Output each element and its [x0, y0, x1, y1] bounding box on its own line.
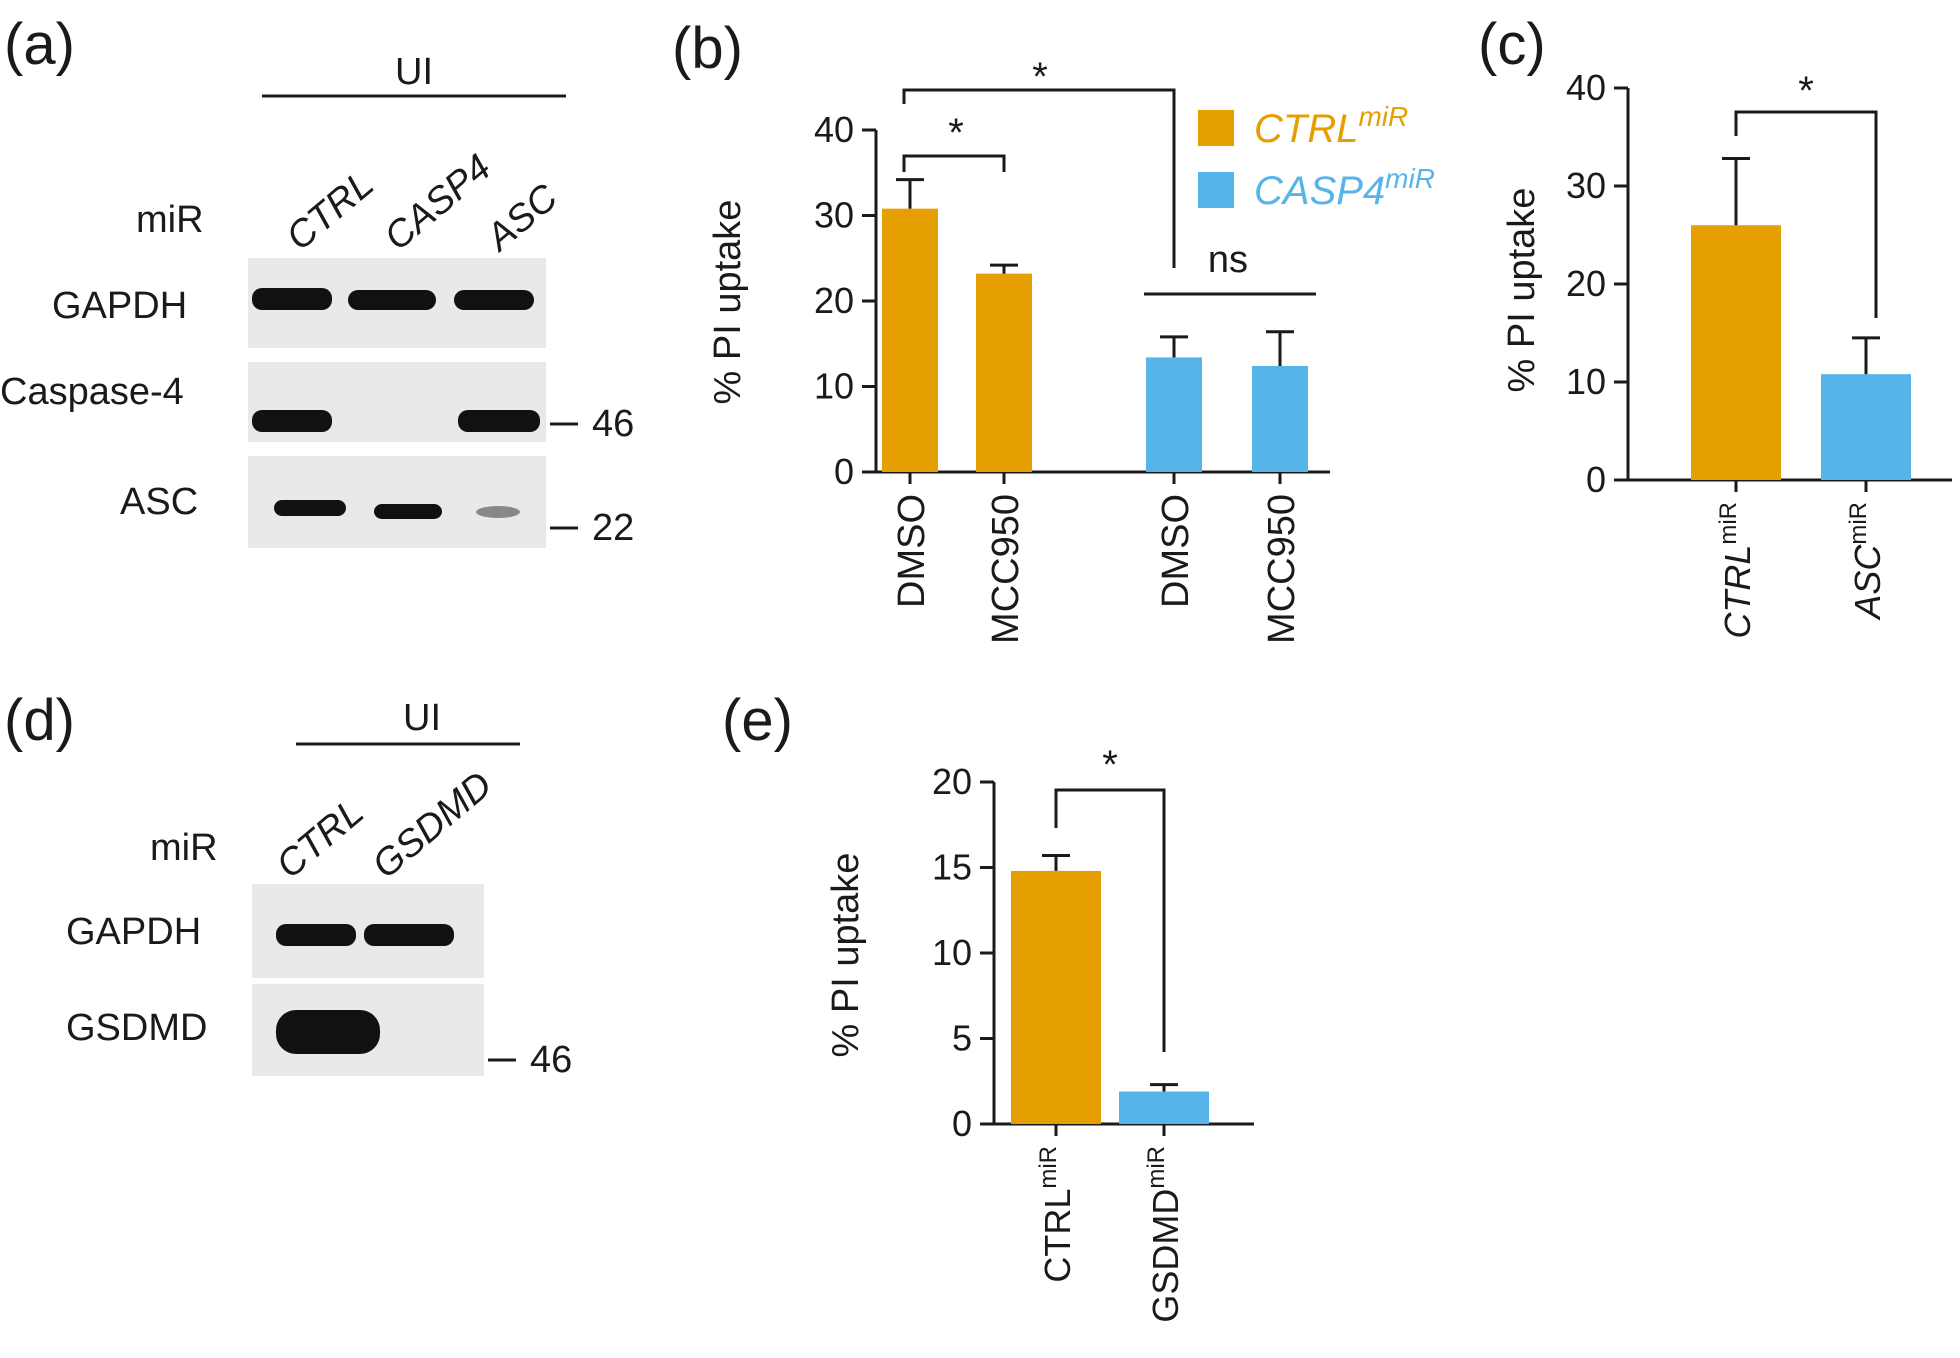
chart-e-ytick-label-3: 15 [932, 847, 972, 888]
chart-b-xlabel-3: MCC950 [1261, 494, 1303, 644]
chart-e: % PI uptake 0 5 10 15 20 CTRLmiR GSDMDmiR * [825, 743, 1254, 1323]
blot-d-marker-46: 46 [530, 1039, 572, 1081]
blot-d-mir-label: miR [150, 827, 218, 869]
chart-e-ytick-label-4: 20 [932, 761, 972, 802]
blot-a-band-casp4-asc [458, 410, 540, 432]
chart-b-xlabel-1: MCC950 [985, 494, 1027, 644]
blot-d-row-gsdmd: GSDMD [66, 1007, 207, 1049]
chart-c-ytick-label-0: 0 [1586, 459, 1606, 500]
chart-e-xlabel-1: GSDMDmiR [1143, 1146, 1186, 1323]
blot-a-marker-46: 46 [592, 403, 634, 445]
chart-b-legend: CTRLmiR CASP4miR [1198, 101, 1435, 213]
chart-c-ytick-label-3: 30 [1566, 165, 1606, 206]
blot-a-lane-asc: ASC [477, 176, 566, 260]
blot-a-marker-22: 22 [592, 507, 634, 549]
chart-c-bracket [1734, 110, 1878, 318]
blot-d-band-gapdh-gsdmd [364, 924, 454, 946]
blot-a-band-casp4-ctrl [252, 410, 332, 432]
panel-label-e: (e) [722, 688, 793, 753]
chart-b-sig-ns: ns [1208, 239, 1248, 281]
blot-d-lane-ctrl: CTRL [269, 791, 372, 887]
chart-b-bar-1 [976, 273, 1032, 472]
blot-a-band-gapdh-asc [454, 290, 534, 310]
chart-c-ytick-label-2: 20 [1566, 263, 1606, 304]
chart-b-ytick-label-0: 0 [834, 451, 854, 492]
blot-a-mir-label: miR [136, 199, 204, 241]
panel-label-a: (a) [4, 12, 75, 77]
chart-b-ytick-label-3: 30 [814, 195, 854, 236]
blot-d-band-gsdmd-ctrl [276, 1010, 380, 1054]
blot-a-lane-casp4: CASP4 [377, 147, 499, 259]
chart-e-bar-0 [1011, 870, 1101, 1124]
chart-e-bracket [1054, 788, 1166, 1052]
chart-b-legend-swatch-0 [1198, 110, 1234, 146]
blot-a-band-asc-asc [476, 506, 520, 518]
chart-b-xlabel-2: DMSO [1155, 494, 1197, 608]
blot-a-group-label: UI [395, 51, 433, 93]
chart-c-bar-1 [1821, 374, 1911, 480]
blot-d: UI miR CTRL GSDMD GAPDH GSDMD 46 [66, 697, 572, 1081]
chart-e-sig: * [1102, 743, 1118, 787]
chart-e-bar-1 [1119, 1091, 1209, 1124]
chart-c-sig: * [1798, 69, 1814, 113]
chart-c-xlabel-1: ASCmiR [1845, 502, 1888, 621]
blot-d-band-gapdh-ctrl [276, 924, 356, 946]
panel-label-b: (b) [672, 16, 743, 81]
chart-b-legend-swatch-1 [1198, 172, 1234, 208]
blot-a: UI miR CTRL CASP4 ASC GAPDH Caspase-4 AS… [0, 51, 634, 549]
panel-label-d: (d) [4, 688, 75, 753]
chart-b-ytick-label-1: 10 [814, 366, 854, 407]
blot-a-row-caspase4: Caspase-4 [0, 371, 184, 413]
chart-b-bar-3 [1252, 365, 1308, 472]
chart-b-legend-label-1: CASP4miR [1254, 163, 1435, 213]
blot-a-band-asc-ctrl [274, 500, 346, 516]
chart-e-ytick-label-0: 0 [952, 1103, 972, 1144]
panel-label-c: (c) [1478, 12, 1546, 77]
chart-b-ytick-label-4: 40 [814, 109, 854, 150]
chart-c: % PI uptake 0 10 20 30 40 CTRLmiR ASCmiR * [1501, 67, 1952, 639]
blot-a-row-asc: ASC [120, 481, 198, 523]
chart-b: % PI uptake 0 10 20 30 40 DMSO MCC950 DMSO MCC9… [707, 55, 1435, 644]
chart-b-bracket-dmso-mcc950 [902, 154, 1006, 172]
chart-e-ytick-label-1: 5 [952, 1018, 972, 1059]
chart-e-ytick-label-2: 10 [932, 932, 972, 973]
chart-b-y-title: % PI uptake [707, 200, 749, 405]
chart-c-ytick-label-1: 10 [1566, 361, 1606, 402]
chart-e-y-title: % PI uptake [825, 853, 867, 1058]
chart-b-bar-2 [1146, 357, 1202, 472]
chart-c-xlabel-0: CTRLmiR [1715, 502, 1758, 639]
chart-c-y-title: % PI uptake [1501, 188, 1543, 393]
chart-b-bracket-dmso-vs-casp4 [902, 88, 1176, 268]
chart-e-xlabel-0: CTRLmiR [1035, 1146, 1078, 1283]
blot-d-group-label: UI [403, 697, 441, 739]
blot-d-row-gapdh: GAPDH [66, 911, 201, 953]
blot-a-band-gapdh-ctrl [252, 288, 332, 310]
chart-b-bar-0 [882, 208, 938, 472]
chart-b-sig-2: * [1032, 55, 1048, 99]
chart-c-ytick-label-4: 40 [1566, 67, 1606, 108]
chart-b-legend-label-0: CTRLmiR [1254, 101, 1408, 151]
blot-a-lane-ctrl: CTRL [279, 163, 382, 259]
blot-a-band-gapdh-casp4 [348, 290, 436, 310]
blot-a-row-gapdh: GAPDH [52, 285, 187, 327]
chart-b-sig-1: * [948, 111, 964, 155]
blot-a-band-asc-casp4 [374, 504, 442, 519]
chart-c-bar-0 [1691, 225, 1781, 480]
blot-d-lane-gsdmd: GSDMD [365, 764, 500, 887]
chart-b-ytick-label-2: 20 [814, 280, 854, 321]
chart-b-xlabel-0: DMSO [891, 494, 933, 608]
